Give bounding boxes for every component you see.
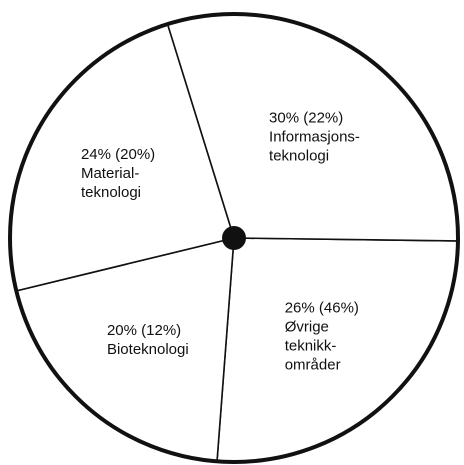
center-dot bbox=[222, 226, 246, 250]
slice-label: Material-teknologi bbox=[81, 165, 141, 201]
pie-outline bbox=[8, 12, 460, 464]
slice-label: Informasjons-teknologi bbox=[269, 128, 360, 164]
value-label: 26% (46%) bbox=[285, 300, 359, 317]
value-label: 30% (22%) bbox=[269, 109, 343, 126]
slice-label: Bioteknologi bbox=[107, 341, 189, 358]
pie-slice bbox=[216, 237, 459, 463]
slice-label: Øvrige teknikk-områder bbox=[285, 319, 341, 374]
value-label: 20% (12%) bbox=[107, 322, 181, 339]
value-label: 24% (20%) bbox=[81, 146, 155, 163]
